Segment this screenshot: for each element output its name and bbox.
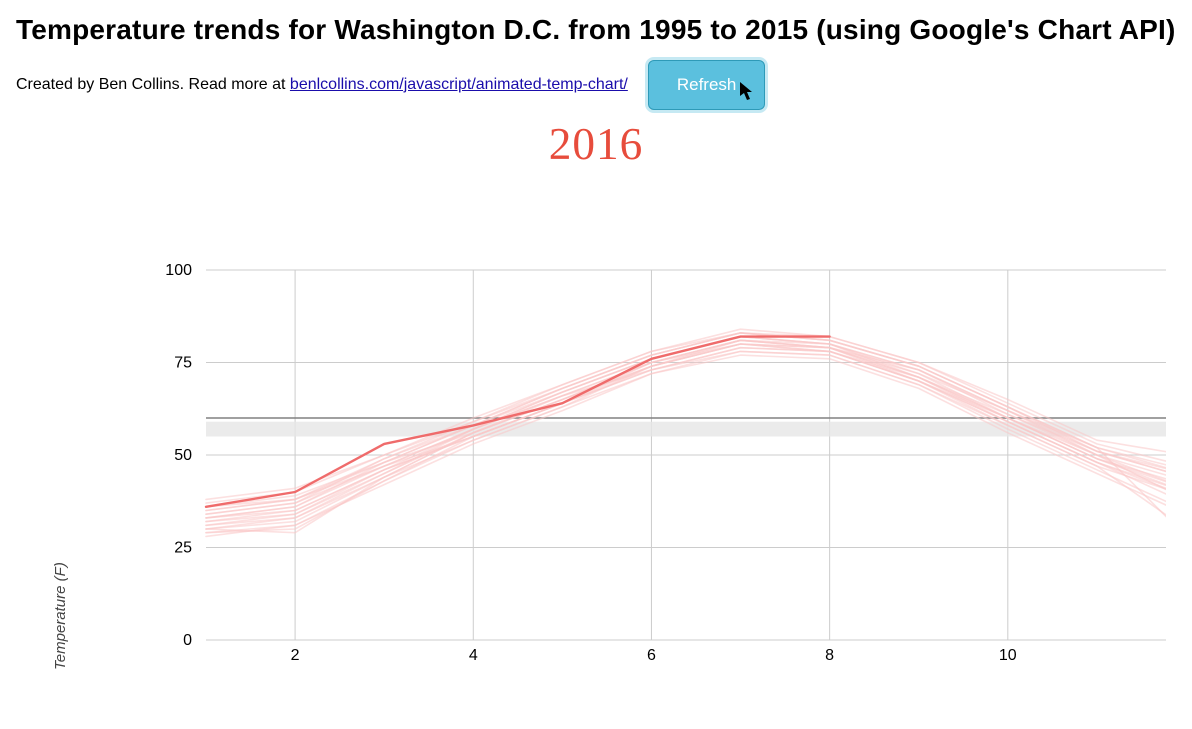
svg-text:8: 8: [825, 647, 834, 664]
chart-area: Temperature (F) 025507510024681012: [46, 260, 1176, 680]
refresh-button[interactable]: Refresh: [648, 60, 766, 110]
byline-prefix: Created by Ben Collins. Read more at: [16, 76, 290, 93]
byline-text: Created by Ben Collins. Read more at ben…: [16, 76, 628, 94]
year-display: 2016: [16, 118, 1176, 170]
svg-text:4: 4: [469, 647, 478, 664]
svg-text:10: 10: [999, 647, 1017, 664]
byline-link[interactable]: benlcollins.com/javascript/animated-temp…: [290, 76, 628, 93]
svg-text:6: 6: [647, 647, 656, 664]
svg-text:75: 75: [174, 355, 192, 372]
svg-text:100: 100: [165, 262, 192, 279]
svg-text:2: 2: [291, 647, 300, 664]
y-axis-label: Temperature (F): [52, 562, 69, 670]
svg-text:50: 50: [174, 447, 192, 464]
line-chart: 025507510024681012: [46, 260, 1166, 680]
page-title: Temperature trends for Washington D.C. f…: [16, 14, 1176, 46]
byline-row: Created by Ben Collins. Read more at ben…: [16, 60, 1176, 110]
svg-text:0: 0: [183, 632, 192, 649]
svg-text:25: 25: [174, 540, 192, 557]
